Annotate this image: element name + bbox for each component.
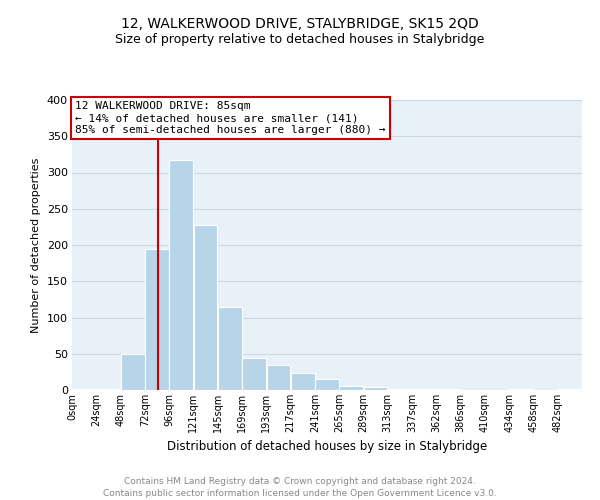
Bar xyxy=(242,358,266,390)
Bar xyxy=(340,386,363,390)
Bar xyxy=(145,248,169,390)
Bar xyxy=(97,388,121,390)
Bar xyxy=(169,160,193,390)
Bar xyxy=(388,388,412,390)
Bar xyxy=(121,354,145,390)
Text: Size of property relative to detached houses in Stalybridge: Size of property relative to detached ho… xyxy=(115,32,485,46)
Y-axis label: Number of detached properties: Number of detached properties xyxy=(31,158,41,332)
Bar xyxy=(266,364,290,390)
Bar xyxy=(194,224,217,390)
Bar xyxy=(315,379,339,390)
Bar xyxy=(291,372,314,390)
Bar xyxy=(364,387,388,390)
Text: 12, WALKERWOOD DRIVE, STALYBRIDGE, SK15 2QD: 12, WALKERWOOD DRIVE, STALYBRIDGE, SK15 … xyxy=(121,18,479,32)
Bar xyxy=(218,306,242,390)
Bar xyxy=(72,388,96,390)
Text: Contains HM Land Registry data © Crown copyright and database right 2024.
Contai: Contains HM Land Registry data © Crown c… xyxy=(103,476,497,498)
X-axis label: Distribution of detached houses by size in Stalybridge: Distribution of detached houses by size … xyxy=(167,440,487,454)
Text: 12 WALKERWOOD DRIVE: 85sqm
← 14% of detached houses are smaller (141)
85% of sem: 12 WALKERWOOD DRIVE: 85sqm ← 14% of deta… xyxy=(75,102,386,134)
